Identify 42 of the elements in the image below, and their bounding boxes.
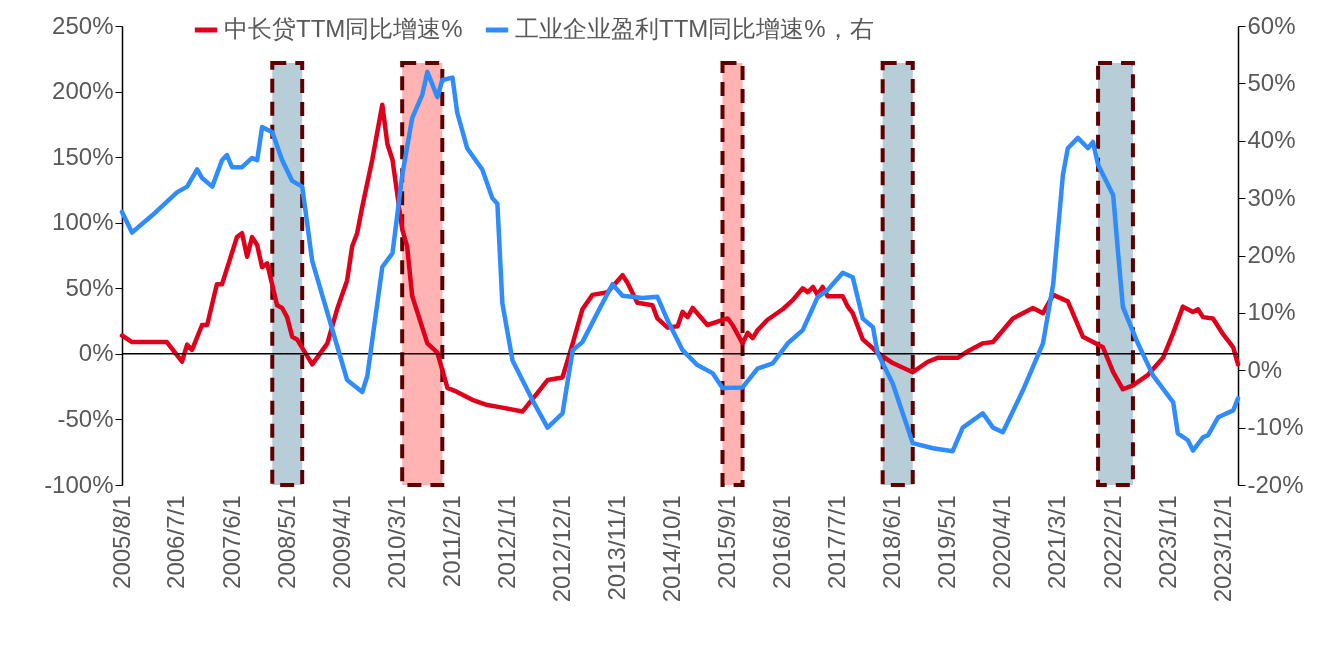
y2-tick-label: 10% [1247, 298, 1296, 326]
x-tick-label: 2010/3/1 [382, 495, 410, 589]
x-tick-label: 2005/8/1 [107, 495, 135, 589]
x-tick-label: 2016/8/1 [768, 495, 796, 589]
x-tick-label: 2007/6/1 [217, 495, 245, 589]
x-tick-label: 2013/11/1 [603, 495, 631, 601]
y-tick-label: 0% [78, 339, 114, 367]
x-tick-label: 2021/3/1 [1043, 495, 1071, 589]
x-tick-label: 2012/12/1 [548, 495, 576, 603]
x-tick-label: 2008/5/1 [272, 495, 300, 589]
x-tick-label: 2014/10/1 [658, 495, 686, 603]
x-tick-label: 2020/4/1 [988, 495, 1016, 589]
x-tick-label: 2017/7/1 [823, 495, 851, 589]
x-tick-label: 2011/2/1 [438, 495, 466, 588]
y2-tick-label: -20% [1247, 470, 1304, 498]
legend-label: 工业企业盈利TTM同比增速%，右 [515, 15, 874, 42]
x-tick-label: 2015/9/1 [713, 495, 741, 589]
line-series [119, 102, 1241, 414]
x-tick-label: 2009/4/1 [327, 495, 355, 589]
y2-tick-label: 0% [1247, 355, 1283, 383]
y-tick-label: -50% [57, 404, 114, 432]
x-tick-label: 2006/7/1 [162, 495, 190, 589]
y2-tick-label: 20% [1247, 241, 1296, 268]
x-tick-label: 2019/5/1 [933, 495, 961, 589]
y-tick-label: 150% [52, 142, 114, 170]
x-tick-label: 2012/1/1 [492, 495, 520, 589]
y-tick-label: 100% [52, 208, 114, 236]
y-tick-label: 50% [65, 273, 114, 301]
y2-tick-label: 40% [1247, 126, 1296, 154]
y-tick-label: 250% [52, 11, 114, 39]
x-tick-label: 2023/1/1 [1153, 495, 1181, 589]
y2-tick-label: -10% [1247, 413, 1304, 441]
line-series [119, 69, 1241, 454]
x-tick-label: 2023/12/1 [1208, 495, 1236, 603]
y-tick-label: -100% [44, 470, 114, 498]
x-tick-label: 2018/6/1 [878, 495, 906, 589]
x-tick-label: 2022/2/1 [1098, 495, 1126, 589]
y2-tick-label: 30% [1247, 183, 1296, 211]
y2-tick-label: 50% [1247, 68, 1296, 96]
y-tick-label: 200% [52, 77, 114, 105]
y2-tick-label: 60% [1247, 11, 1296, 39]
legend-label: 中长贷TTM同比增速% [224, 15, 463, 42]
